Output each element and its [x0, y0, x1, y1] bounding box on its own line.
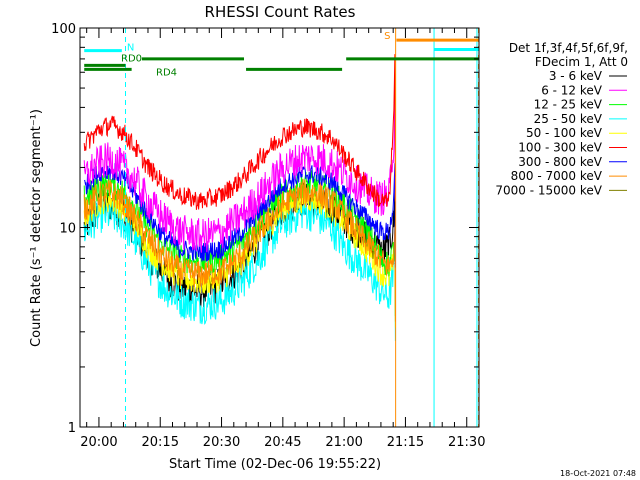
legend-label-6: 100 - 300 keV — [518, 141, 602, 155]
x-tick-label: 20:00 — [80, 435, 117, 450]
legend-label-2: 6 - 12 keV — [541, 83, 603, 97]
legend-label-5: 50 - 100 keV — [526, 126, 603, 140]
chart-title: RHESSI Count Rates — [205, 3, 356, 21]
legend-label-9: 7000 - 15000 keV — [495, 183, 602, 197]
x-tick-label: 20:45 — [264, 435, 301, 450]
legend-header-line-2: FDecim 1, Att 0 — [535, 55, 628, 69]
legend-label-7: 300 - 800 keV — [518, 155, 602, 169]
legend: Det 1f,3f,4f,5f,6f,9f, FDecim 1, Att 0 3… — [495, 41, 628, 197]
annotation-label-rd4: RD4 — [156, 67, 177, 78]
y-tick-label: 100 — [51, 22, 76, 37]
legend-header-line-1: Det 1f,3f,4f,5f,6f,9f, — [509, 41, 628, 55]
x-tick-label: 21:00 — [325, 435, 362, 450]
x-tick-label: 20:15 — [142, 435, 179, 450]
series-line-800-7000-kev — [83, 178, 396, 322]
series-line-100-300-kev — [83, 54, 396, 210]
annotation-label-s: S — [384, 31, 390, 42]
series-line-300-800-kev — [83, 163, 396, 268]
y-axis-label: Count Rate (s⁻¹ detector segment⁻¹) — [29, 109, 44, 347]
annotation-label-rd0: RD0 — [121, 53, 142, 64]
y-tick-label: 10 — [59, 222, 76, 237]
annotation-label-n: N — [127, 43, 134, 54]
x-axis-label: Start Time (02-Dec-06 19:55:22) — [169, 457, 381, 472]
legend-label-4: 25 - 50 keV — [534, 112, 603, 126]
legend-label-8: 800 - 7000 keV — [511, 169, 603, 183]
footer-timestamp: 18-Oct-2021 07:48 — [560, 469, 636, 478]
legend-label-3: 12 - 25 keV — [534, 98, 603, 112]
legend-label-1: 3 - 6 keV — [549, 69, 603, 83]
y-tick-label: 1 — [68, 421, 76, 436]
series-line-6-12-kev — [83, 91, 396, 253]
x-tick-label: 20:30 — [203, 435, 240, 450]
x-tick-label: 21:30 — [448, 435, 485, 450]
x-tick-label: 21:15 — [387, 435, 424, 450]
